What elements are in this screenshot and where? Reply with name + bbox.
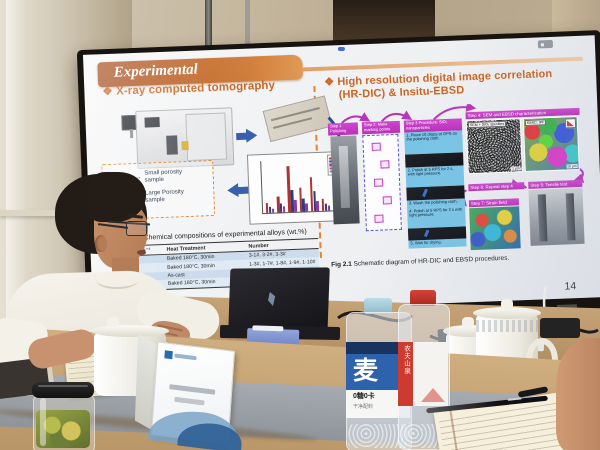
procedure-flowchart: Step 1 Polishing Step 2: Make marking po… xyxy=(323,100,586,258)
mount-pole xyxy=(205,0,212,62)
label-line1: 0糖0卡 xyxy=(353,393,375,400)
mount-pole-2 xyxy=(245,0,250,56)
name-tent-card xyxy=(134,334,243,450)
third-person-arm xyxy=(556,338,600,450)
card-text-line xyxy=(174,396,205,406)
presenter-hair-front xyxy=(88,172,146,222)
glasses-lens xyxy=(126,221,147,236)
flow-arrows xyxy=(341,101,585,207)
mountain-graphic xyxy=(421,388,445,402)
bottle-cap-blue xyxy=(364,298,392,314)
label-character: 麦 xyxy=(353,357,379,385)
ceiling-panel xyxy=(333,0,435,42)
presenter-ear xyxy=(95,235,107,252)
card-logo-icon xyxy=(164,350,173,360)
snack-jar xyxy=(30,382,96,450)
spring-water-bottle: 农夫山泉 xyxy=(396,290,450,450)
card-text-line xyxy=(169,384,216,395)
power-adapter-2 xyxy=(540,318,580,338)
label-line2: 干净配料 xyxy=(353,404,374,411)
laptop-logo-icon xyxy=(268,292,276,306)
wall-trim xyxy=(0,210,92,216)
bottle-water xyxy=(348,424,408,448)
bottle-cap-red xyxy=(410,290,436,306)
card-logo-text xyxy=(174,353,197,361)
jar-lid xyxy=(32,382,94,398)
wall-highlight xyxy=(6,0,28,345)
tshirt-collar xyxy=(96,272,138,289)
laptop-screen xyxy=(228,267,330,331)
label-top-band xyxy=(346,342,410,354)
label-red-strip: 农夫山泉 xyxy=(398,342,413,406)
brand-text: 农夫山泉 xyxy=(402,345,410,375)
card-front-face xyxy=(147,341,243,450)
label-main: 农夫山泉 xyxy=(398,342,448,406)
presenter-mouth xyxy=(137,250,146,255)
